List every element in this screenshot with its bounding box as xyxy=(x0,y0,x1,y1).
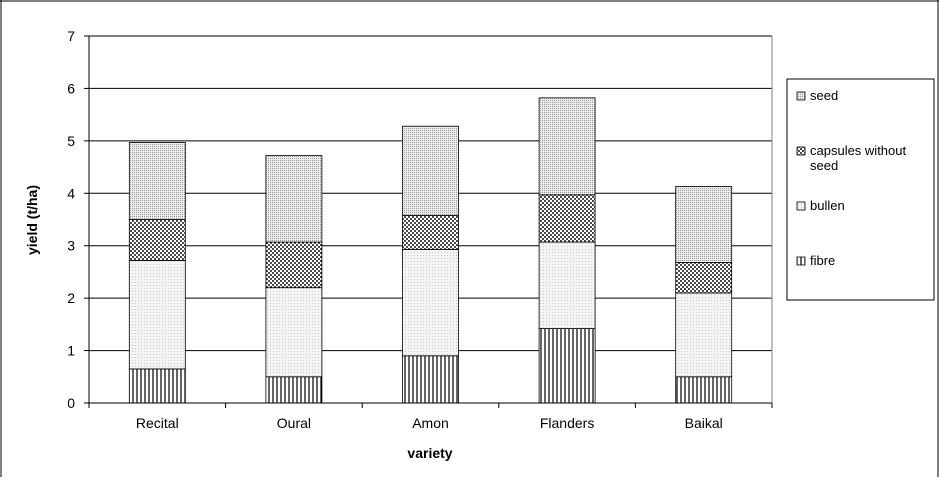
y-tick-label: 1 xyxy=(67,343,75,359)
bar-segment xyxy=(538,194,596,243)
x-tick-label: Flanders xyxy=(540,415,594,431)
y-tick-label: 0 xyxy=(67,395,75,411)
bar-segment xyxy=(265,155,323,243)
bar-segment xyxy=(675,186,733,263)
bar-segment xyxy=(675,376,733,404)
bar-segment xyxy=(675,292,733,378)
y-tick-label: 4 xyxy=(67,185,75,201)
bar-segment xyxy=(128,219,186,261)
x-axis-title: variety xyxy=(407,445,452,461)
legend-label-continuation: seed xyxy=(810,158,838,173)
y-axis-title: yield (t/ha) xyxy=(24,185,40,255)
y-tick-label: 2 xyxy=(67,290,75,306)
y-tick-label: 3 xyxy=(67,238,75,254)
x-tick-labels: Recital Oural Amon Flanders Baikal xyxy=(136,415,723,431)
legend-swatch xyxy=(796,201,806,211)
legend-label: seed xyxy=(810,88,838,103)
y-tick-label: 7 xyxy=(67,28,75,44)
x-tick-label: Baikal xyxy=(685,415,723,431)
bar-segment xyxy=(265,376,323,404)
x-tick-label: Oural xyxy=(277,415,311,431)
bar-segment xyxy=(128,142,186,220)
axes xyxy=(88,36,773,404)
y-tick-label: 6 xyxy=(67,80,75,96)
bar-segment xyxy=(265,287,323,378)
x-tick-label: Recital xyxy=(136,415,179,431)
legend-label: bullen xyxy=(810,198,845,213)
bars xyxy=(128,97,733,404)
bar-segment xyxy=(402,355,459,404)
legend-swatch xyxy=(796,256,806,266)
legend-box xyxy=(786,78,935,301)
bar-segment xyxy=(128,259,186,370)
bar-segment xyxy=(402,214,459,250)
bar-segment xyxy=(402,248,459,357)
legend-label: fibre xyxy=(810,253,835,268)
bar-segment xyxy=(538,241,596,329)
bar-segment xyxy=(128,368,186,404)
bar-segment xyxy=(265,241,323,289)
x-tick-label: Amon xyxy=(412,415,449,431)
y-tick-label: 5 xyxy=(67,133,75,149)
legend-swatch xyxy=(796,91,806,101)
bar-segment xyxy=(538,328,596,404)
bar-segment xyxy=(538,97,596,196)
bar-segment xyxy=(675,262,733,294)
bar-segment xyxy=(402,125,459,216)
legend-swatch xyxy=(796,146,806,156)
y-tick-labels: 0 1 2 3 4 5 6 7 xyxy=(67,28,75,411)
legend-label: capsules without xyxy=(810,143,906,158)
